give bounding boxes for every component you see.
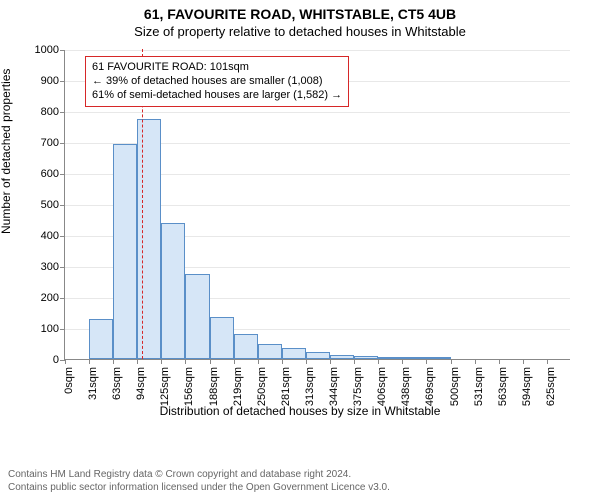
attribution-footer: Contains HM Land Registry data © Crown c… [8,469,390,494]
annotation-box: 61 FAVOURITE ROAD: 101sqm← 39% of detach… [85,56,349,107]
x-tick [113,359,114,364]
histogram-bar [161,223,185,359]
footer-line: Contains public sector information licen… [8,482,390,495]
x-tick [137,359,138,364]
x-tick [210,359,211,364]
histogram-bar [378,357,402,359]
y-tick-label: 900 [41,75,65,87]
x-tick [330,359,331,364]
x-tick-label: 31sqm [87,367,99,400]
y-tick-label: 400 [41,230,65,242]
x-tick [378,359,379,364]
x-tick [426,359,427,364]
x-tick [547,359,548,364]
y-tick-label: 300 [41,261,65,273]
histogram-bar [306,352,330,359]
y-axis-label: Number of detached properties [0,69,13,234]
annotation-line: 61% of semi-detached houses are larger (… [92,89,342,103]
histogram-bar [185,274,209,359]
x-tick-label: 156sqm [183,367,195,406]
y-tick-label: 700 [41,137,65,149]
histogram-bar [330,355,354,359]
x-tick-label: 594sqm [521,367,533,406]
annotation-line: 61 FAVOURITE ROAD: 101sqm [92,61,342,75]
x-tick [258,359,259,364]
x-tick-label: 313sqm [304,367,316,406]
x-tick [306,359,307,364]
histogram-bar [137,119,161,359]
histogram-bar [89,319,113,359]
x-tick [89,359,90,364]
x-tick [499,359,500,364]
x-tick-label: 94sqm [135,367,147,400]
histogram-bar [113,144,137,359]
histogram-bar [354,356,378,359]
histogram-bar [234,334,258,359]
annotation-line: ← 39% of detached houses are smaller (1,… [92,75,342,89]
x-tick [475,359,476,364]
x-tick [65,359,66,364]
x-tick-label: 0sqm [63,367,75,394]
x-tick-label: 188sqm [208,367,220,406]
x-tick [282,359,283,364]
x-tick [402,359,403,364]
y-tick-label: 100 [41,323,65,335]
histogram-bar [402,357,426,359]
y-tick-label: 200 [41,292,65,304]
x-tick [185,359,186,364]
x-tick-label: 531sqm [473,367,485,406]
x-tick [234,359,235,364]
x-tick-label: 250sqm [256,367,268,406]
x-tick-label: 125sqm [159,367,171,406]
x-tick [523,359,524,364]
x-tick-label: 219sqm [232,367,244,406]
histogram-bar [282,348,306,359]
y-tick-label: 600 [41,168,65,180]
y-tick-label: 1000 [35,44,65,56]
x-tick-label: 406sqm [376,367,388,406]
histogram-bar [210,317,234,359]
y-tick-label: 0 [53,354,65,366]
x-tick-label: 500sqm [449,367,461,406]
y-tick-label: 500 [41,199,65,211]
x-tick-label: 344sqm [328,367,340,406]
plot-region: 010020030040050060070080090010000sqm31sq… [64,50,570,360]
x-tick-label: 438sqm [400,367,412,406]
x-tick-label: 625sqm [545,367,557,406]
x-tick [354,359,355,364]
x-tick [161,359,162,364]
x-tick-label: 281sqm [280,367,292,406]
figure-subtitle: Size of property relative to detached ho… [0,22,600,39]
x-tick-label: 563sqm [497,367,509,406]
chart-figure: 61, FAVOURITE ROAD, WHITSTABLE, CT5 4UB … [0,0,600,500]
x-tick-label: 375sqm [352,367,364,406]
footer-line: Contains HM Land Registry data © Crown c… [8,469,390,482]
figure-title: 61, FAVOURITE ROAD, WHITSTABLE, CT5 4UB [0,0,600,22]
y-tick-label: 800 [41,106,65,118]
x-axis-label: Distribution of detached houses by size … [0,404,600,418]
histogram-bar [426,357,450,359]
chart-area: Number of detached properties 0100200300… [0,44,600,424]
x-tick-label: 469sqm [424,367,436,406]
x-tick [451,359,452,364]
x-tick-label: 63sqm [111,367,123,400]
histogram-bar [258,344,282,360]
